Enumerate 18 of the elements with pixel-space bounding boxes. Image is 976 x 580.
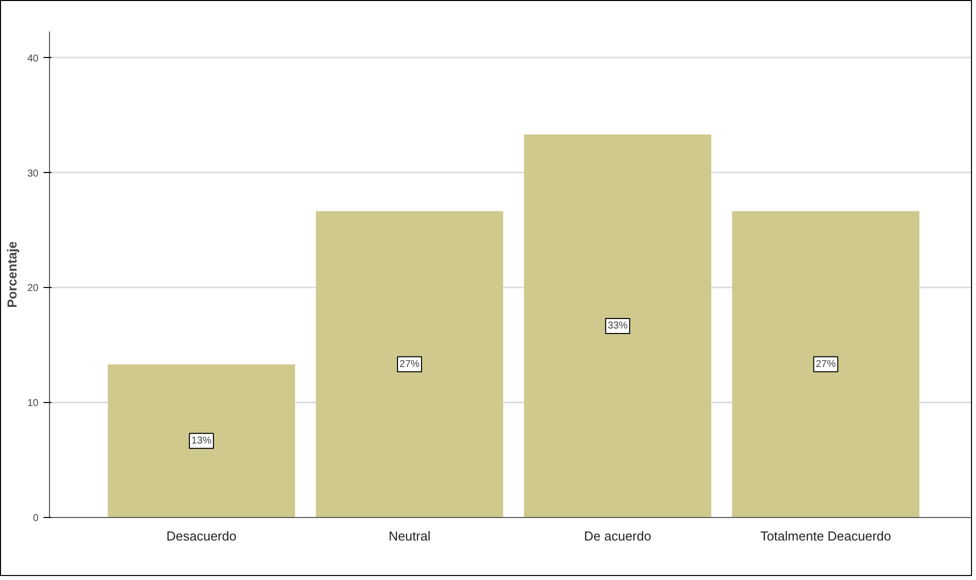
- y-tick-label: 0: [32, 513, 39, 524]
- x-tick-label: Totalmente Deacuerdo: [760, 528, 892, 544]
- y-tick-label: 30: [27, 168, 39, 180]
- bar: [732, 211, 920, 518]
- data-label: 33%: [608, 320, 628, 332]
- y-tick-label: 40: [27, 53, 39, 64]
- data-label: 27%: [816, 358, 836, 370]
- x-tick-label: Desacuerdo: [166, 528, 236, 544]
- y-tick-label: 20: [27, 283, 39, 294]
- data-label: 27%: [400, 358, 420, 370]
- data-label: 13%: [191, 435, 212, 446]
- x-tick-label: De acuerdo: [584, 528, 652, 544]
- y-tick-label: 10: [27, 398, 39, 410]
- bar: [108, 364, 296, 518]
- bar: [524, 134, 712, 518]
- x-tick-label: Neutral: [388, 528, 431, 544]
- y-axis-title: Porcentaje: [4, 241, 20, 308]
- bar: [316, 211, 504, 518]
